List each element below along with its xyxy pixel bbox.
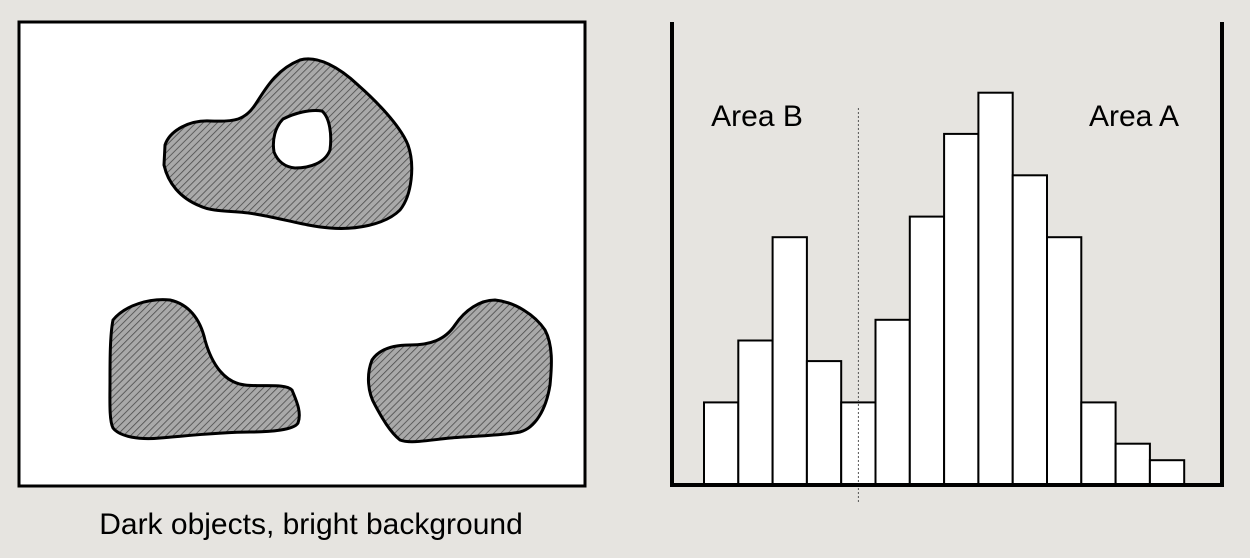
histogram-bar [908,215,946,486]
histogram-bar [737,339,774,486]
histogram-bar [805,360,843,487]
histogram-bar [1148,459,1186,487]
histogram-bar [1080,401,1117,486]
histogram-bar [771,236,808,486]
histogram-bar [1046,236,1083,486]
caption: Dark objects, bright background [99,508,523,541]
histogram-bar [1011,174,1049,487]
histogram-bar [1114,442,1151,487]
histogram-bar [943,132,980,486]
top-blob-with-hole [162,57,414,230]
histogram-bar [703,401,740,486]
histogram-bar [977,91,1014,486]
histogram-bars [703,91,1186,487]
area-a-label: Area A [1089,100,1179,133]
area-b-label: Area B [711,100,803,133]
bottom-right-blob [366,298,553,444]
left-panel: Dark objects, bright background [17,20,587,541]
histogram-panel: Area B Area A [670,22,1224,502]
histogram-bar [874,318,911,486]
bottom-left-blob [108,298,301,441]
